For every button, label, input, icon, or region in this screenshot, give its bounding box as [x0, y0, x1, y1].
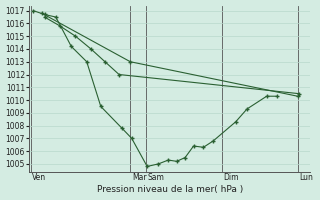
Text: Mar: Mar: [132, 173, 147, 182]
Text: Dim: Dim: [223, 173, 239, 182]
Text: Ven: Ven: [32, 173, 46, 182]
Text: Lun: Lun: [299, 173, 313, 182]
X-axis label: Pression niveau de la mer( hPa ): Pression niveau de la mer( hPa ): [97, 185, 243, 194]
Text: Sam: Sam: [148, 173, 164, 182]
